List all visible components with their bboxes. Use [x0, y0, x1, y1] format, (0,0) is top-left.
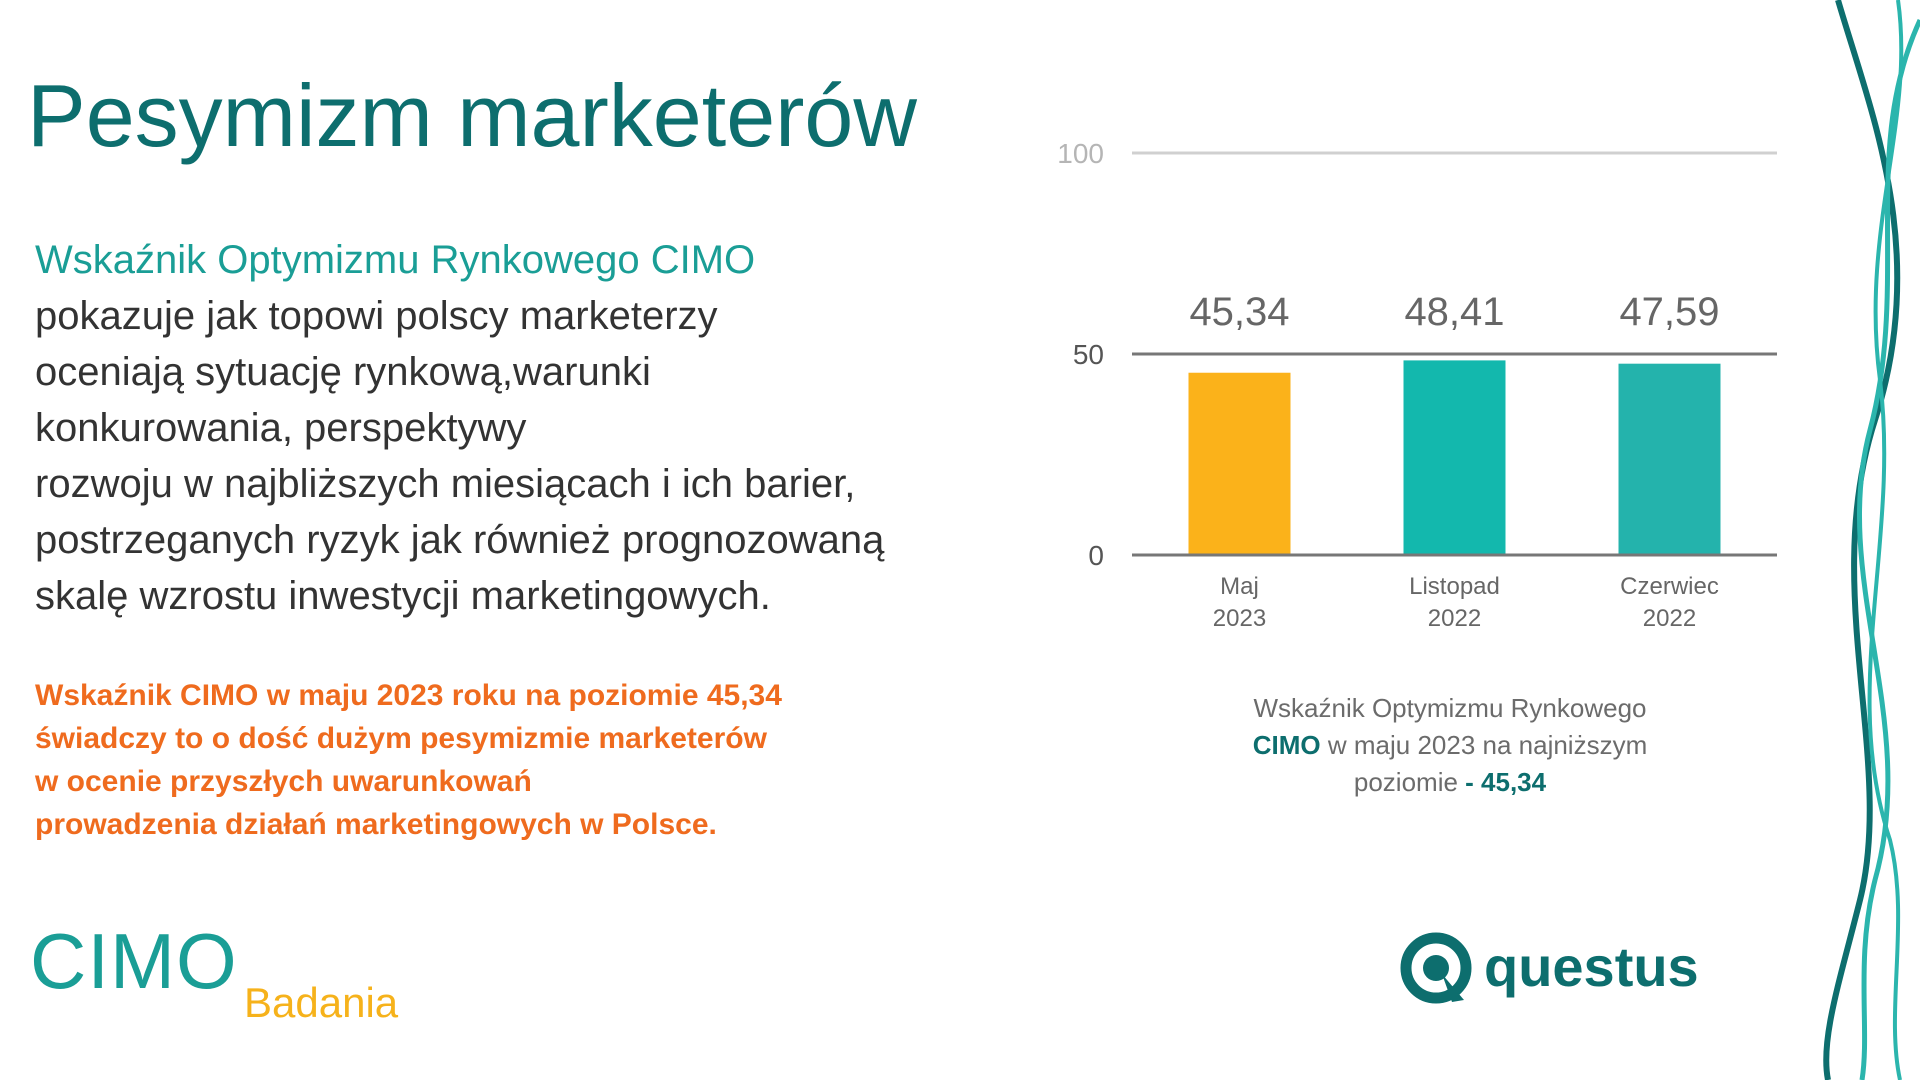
x-tick-label: 2022 — [1643, 605, 1696, 632]
note-line: prowadzenia działań marketingowych w Pol… — [35, 808, 717, 841]
x-tick-label: 2022 — [1428, 605, 1481, 632]
bar-value-label: 48,41 — [1404, 290, 1504, 334]
bar — [1618, 363, 1721, 554]
questus-q-icon — [1400, 932, 1472, 1004]
intro-line: skalę wzrostu inwestycji marketingowych. — [35, 574, 771, 618]
bar-chart: 0 50 100 45,34 Maj 2023 48,41 Listopad 2022 47,59… — [1057, 138, 1777, 632]
caption-text: Wskaźnik Optymizmu Rynkowego — [1253, 693, 1647, 723]
x-tick-label: Maj — [1220, 573, 1259, 600]
note-line: Wskaźnik CIMO w maju 2023 roku na poziom… — [35, 679, 782, 712]
intro-line: pokazuje jak topowi polscy marketerzy — [35, 294, 718, 338]
caption-text: poziomie — [1353, 767, 1466, 797]
highlight-note: Wskaźnik CIMO w maju 2023 roku na poziom… — [35, 674, 935, 846]
cimo-logo-subtitle: Badania — [244, 979, 399, 1026]
bar — [1188, 372, 1291, 554]
wave-line — [1857, 18, 1920, 1080]
x-tick-label: 2023 — [1213, 605, 1266, 632]
caption-highlight: CIMO — [1252, 730, 1321, 760]
intro-lead: Wskaźnik Optymizmu Rynkowego CIMO — [35, 238, 756, 282]
page-title: Pesymizm marketerów — [27, 66, 917, 165]
questus-wordmark: questus — [1484, 935, 1698, 998]
intro-line: konkurowania, perspektywy — [35, 406, 527, 450]
chart-caption: Wskaźnik Optymizmu Rynkowego CIMO w maju… — [1180, 690, 1720, 801]
x-tick-label: Czerwiec — [1620, 573, 1719, 600]
note-line: świadczy to o dość dużym pesymizmie mark… — [35, 722, 767, 755]
y-tick-label: 0 — [1088, 540, 1104, 571]
intro-line: postrzeganych ryzyk jak również prognozo… — [35, 518, 885, 562]
decorative-waves — [1823, 0, 1920, 1080]
wave-line — [1867, 0, 1904, 1080]
bar-value-label: 47,59 — [1619, 290, 1719, 334]
wave-line — [1823, 0, 1901, 1080]
note-line: w ocenie przyszłych uwarunkowań — [35, 765, 532, 798]
intro-line: rozwoju w najbliższych miesiącach i ich … — [35, 462, 856, 506]
questus-logo: questus — [1400, 932, 1698, 1004]
cimo-logo: CIMO — [30, 917, 238, 1005]
y-tick-label: 100 — [1057, 138, 1104, 169]
bar-value-label: 45,34 — [1189, 290, 1289, 334]
intro-line: oceniają sytuację rynkową,warunki — [35, 350, 651, 394]
caption-text: w maju 2023 na najniższym — [1320, 730, 1648, 760]
bar — [1403, 360, 1506, 554]
x-tick-label: Listopad — [1409, 573, 1500, 600]
intro-text: Wskaźnik Optymizmu Rynkowego CIMO pokazu… — [35, 232, 995, 624]
y-tick-label: 50 — [1073, 339, 1104, 370]
caption-highlight: - 45,34 — [1465, 767, 1547, 797]
